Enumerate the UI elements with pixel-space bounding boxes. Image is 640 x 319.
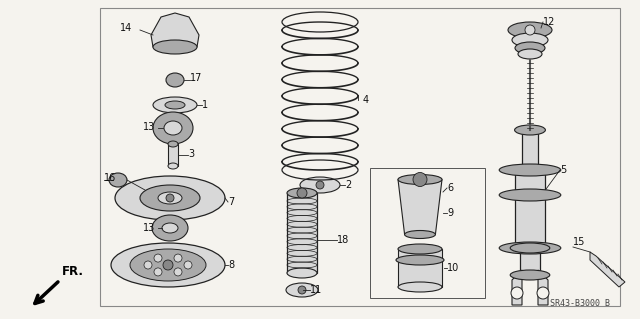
Text: 12: 12: [543, 17, 556, 27]
Ellipse shape: [153, 40, 197, 54]
Circle shape: [154, 254, 162, 262]
Polygon shape: [590, 252, 625, 287]
Circle shape: [154, 268, 162, 276]
Ellipse shape: [398, 282, 442, 292]
Circle shape: [413, 173, 427, 187]
Circle shape: [174, 268, 182, 276]
Polygon shape: [398, 180, 442, 234]
Circle shape: [525, 25, 535, 35]
Polygon shape: [151, 13, 199, 47]
Bar: [100, 8, 620, 306]
Text: 5: 5: [560, 165, 566, 175]
Text: 13: 13: [143, 223, 156, 233]
Ellipse shape: [130, 249, 206, 281]
Text: 7: 7: [228, 197, 234, 207]
Bar: [287, 193, 317, 273]
Text: 8: 8: [228, 260, 234, 270]
Ellipse shape: [168, 141, 178, 147]
Circle shape: [184, 261, 192, 269]
Bar: [370, 168, 485, 298]
Ellipse shape: [165, 101, 185, 109]
Text: 4: 4: [363, 95, 369, 105]
Ellipse shape: [162, 223, 178, 233]
Ellipse shape: [166, 73, 184, 87]
Polygon shape: [512, 270, 522, 305]
Ellipse shape: [286, 283, 318, 297]
Ellipse shape: [499, 164, 561, 176]
Ellipse shape: [398, 174, 442, 184]
Circle shape: [174, 254, 182, 262]
Ellipse shape: [508, 22, 552, 38]
Ellipse shape: [111, 243, 225, 287]
Ellipse shape: [515, 42, 545, 54]
Ellipse shape: [404, 231, 435, 239]
Circle shape: [316, 181, 324, 189]
Ellipse shape: [300, 177, 340, 193]
Text: 9: 9: [447, 208, 453, 218]
Ellipse shape: [152, 215, 188, 241]
Ellipse shape: [510, 243, 550, 253]
Ellipse shape: [398, 244, 442, 254]
Ellipse shape: [396, 255, 444, 265]
Circle shape: [166, 194, 174, 202]
Ellipse shape: [153, 97, 197, 113]
Text: 17: 17: [190, 73, 202, 83]
Circle shape: [297, 188, 307, 198]
Text: 16: 16: [104, 173, 116, 183]
Text: 3: 3: [188, 149, 194, 159]
Circle shape: [144, 261, 152, 269]
Text: 13: 13: [143, 122, 156, 132]
Ellipse shape: [109, 173, 127, 187]
Text: 15: 15: [573, 237, 586, 247]
Ellipse shape: [518, 49, 542, 59]
Ellipse shape: [515, 125, 545, 135]
Text: 10: 10: [447, 263, 460, 273]
Text: 18: 18: [337, 235, 349, 245]
Polygon shape: [538, 270, 548, 305]
Ellipse shape: [499, 242, 561, 254]
Text: 6: 6: [447, 183, 453, 193]
Ellipse shape: [287, 268, 317, 278]
Text: 1: 1: [202, 100, 208, 110]
Bar: [398, 249, 442, 287]
Ellipse shape: [287, 188, 317, 198]
Bar: [515, 170, 545, 248]
Circle shape: [511, 287, 523, 299]
Circle shape: [298, 286, 306, 294]
Text: 2: 2: [345, 180, 351, 190]
Ellipse shape: [153, 112, 193, 144]
Ellipse shape: [499, 189, 561, 201]
Ellipse shape: [115, 176, 225, 220]
Bar: [168, 144, 178, 166]
Bar: [522, 130, 538, 170]
Ellipse shape: [512, 33, 548, 47]
Text: 11: 11: [310, 285, 323, 295]
Ellipse shape: [164, 121, 182, 135]
Ellipse shape: [168, 163, 178, 169]
Circle shape: [163, 260, 173, 270]
Bar: [520, 248, 540, 275]
Ellipse shape: [510, 270, 550, 280]
Text: FR.: FR.: [62, 265, 84, 278]
Circle shape: [537, 287, 549, 299]
Text: SR43-B3000 B: SR43-B3000 B: [550, 299, 610, 308]
Text: 14: 14: [120, 23, 132, 33]
Ellipse shape: [158, 192, 182, 204]
Ellipse shape: [140, 185, 200, 211]
